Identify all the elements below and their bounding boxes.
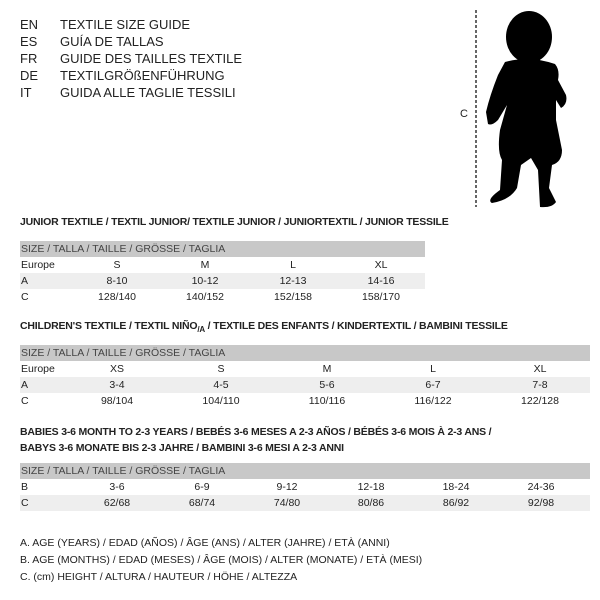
table-cell: XS [109,363,124,375]
table-cell: S [217,363,225,375]
children-title-main: CHILDREN'S TEXTILE / TEXTIL NIÑO [20,320,198,332]
table-cell: 128/140 [98,291,136,303]
table-row: C 62/68 68/74 74/80 80/86 86/92 92/98 [20,495,590,511]
table-header: SIZE / TALLA / TAILLE / GRÖSSE / TAGLIA [21,465,226,477]
table-cell: 12-13 [279,275,307,287]
junior-section-title: JUNIOR TEXTILE / TEXTIL JUNIOR/ TEXTILE … [20,216,449,228]
row-label: C [21,291,29,303]
legend-item: B. AGE (MONTHS) / EDAD (MESES) / ÂGE (MO… [20,554,423,566]
table-cell: 24-36 [527,481,555,493]
row-label: B [21,481,29,493]
table-header-row: SIZE / TALLA / TAILLE / GRÖSSE / TAGLIA [20,241,425,257]
table-cell: 12-18 [357,481,385,493]
table-cell: 140/152 [186,291,224,303]
table-row: C 128/140 140/152 152/158 158/170 [20,289,425,305]
table-cell: 8-10 [106,275,128,287]
children-size-table: SIZE / TALLA / TAILLE / GRÖSSE / TAGLIA … [20,345,590,409]
table-row: Europe S M L XL [20,257,425,273]
table-cell: 18-24 [442,481,470,493]
table-header-row: SIZE / TALLA / TAILLE / GRÖSSE / TAGLIA [20,345,590,361]
table-header-row: SIZE / TALLA / TAILLE / GRÖSSE / TAGLIA [20,463,590,479]
lang-title: GUÍA DE TALLAS [60,34,164,49]
table-cell: 110/116 [308,395,346,407]
table-cell: 152/158 [274,291,312,303]
row-label: A [21,275,29,287]
table-cell: S [113,259,121,271]
row-label: A [21,379,29,391]
table-cell: 98/104 [100,395,134,407]
table-cell: 104/110 [202,395,240,407]
child-silhouette-figure [475,10,567,208]
row-label: C [21,497,29,509]
lang-title: GUIDE DES TAILLES TEXTILE [60,51,243,66]
table-row: Europe XS S M L XL [20,361,590,377]
height-label: C [460,108,468,120]
table-cell: 4-5 [213,379,229,391]
table-header: SIZE / TALLA / TAILLE / GRÖSSE / TAGLIA [21,347,226,359]
lang-code: EN [20,17,39,32]
table-cell: 3-6 [109,481,125,493]
table-header: SIZE / TALLA / TAILLE / GRÖSSE / TAGLIA [21,243,226,255]
children-section-title: CHILDREN'S TEXTILE / TEXTIL NIÑO/A / TEX… [20,320,508,334]
table-cell: M [322,363,332,375]
babies-size-table: SIZE / TALLA / TAILLE / GRÖSSE / TAGLIA … [20,463,590,511]
lang-code: FR [20,51,38,66]
table-cell: XL [533,363,547,375]
babies-section-title-2: BABYS 3-6 MONATE BIS 2-3 JAHRE / BAMBINI… [20,442,344,454]
table-cell: M [200,259,210,271]
table-cell: 86/92 [442,497,470,509]
table-cell: 6-9 [194,481,210,493]
table-cell: 92/98 [527,497,555,509]
children-title-rest: / TEXTILE DES ENFANTS / KINDERTEXTIL / B… [204,320,508,332]
table-row: A 3-4 4-5 5-6 6-7 7-8 [20,377,590,393]
table-cell: 62/68 [103,497,131,509]
table-cell: 14-16 [367,275,395,287]
row-label: Europe [21,363,55,375]
children-title-sub: /A [197,325,205,335]
row-label: C [21,395,29,407]
table-cell: 122/128 [521,395,559,407]
row-label: Europe [21,259,55,271]
lang-title: TEXTILE SIZE GUIDE [60,17,191,32]
legend-item: A. AGE (YEARS) / EDAD (AÑOS) / ÂGE (ANS)… [20,537,390,549]
legend-item: C. (cm) HEIGHT / ALTURA / HAUTEUR / HÖHE… [20,571,298,583]
lang-title: GUIDA ALLE TAGLIE TESSILI [60,85,236,100]
table-cell: 5-6 [319,379,335,391]
table-row: C 98/104 104/110 110/116 116/122 122/128 [20,393,590,409]
child-silhouette-icon [486,11,567,208]
table-cell: 80/86 [357,497,385,509]
lang-code: DE [20,68,39,83]
table-cell: 7-8 [532,379,548,391]
babies-section-title-1: BABIES 3-6 MONTH TO 2-3 YEARS / BEBÉS 3-… [20,426,492,438]
table-cell: 10-12 [191,275,219,287]
table-cell: 116/122 [414,395,452,407]
table-cell: 6-7 [425,379,441,391]
table-cell: XL [374,259,388,271]
lang-code: IT [20,85,32,100]
table-cell: 158/170 [362,291,400,303]
table-cell: 74/80 [273,497,301,509]
table-row: B 3-6 6-9 9-12 12-18 18-24 24-36 [20,479,590,495]
table-cell: L [430,363,436,375]
table-cell: 9-12 [276,481,298,493]
lang-title: TEXTILGRÖßENFÜHRUNG [60,68,225,83]
table-cell: L [290,259,296,271]
junior-size-table: SIZE / TALLA / TAILLE / GRÖSSE / TAGLIA … [20,241,425,305]
table-row: A 8-10 10-12 12-13 14-16 [20,273,425,289]
lang-code: ES [20,34,38,49]
table-cell: 3-4 [109,379,125,391]
table-cell: 68/74 [188,497,216,509]
